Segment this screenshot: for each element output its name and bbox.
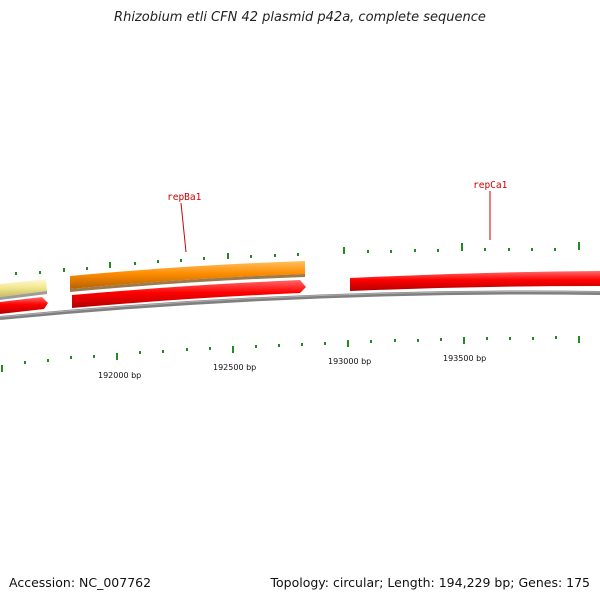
cds-red-left[interactable]	[0, 297, 48, 314]
scale-label-193500: 193500 bp	[443, 354, 486, 363]
accession-text: Accession: NC_007762	[9, 575, 152, 590]
topology-text: Topology: circular; Length: 194,229 bp; …	[270, 575, 591, 590]
scale-label-193000: 193000 bp	[328, 357, 371, 366]
gene-label-repCa1[interactable]: repCa1	[473, 180, 508, 191]
sequence-backbone-highlight	[0, 291, 600, 318]
repBa1-leader-line	[180, 202, 187, 253]
cds-pale-shadow	[0, 291, 47, 300]
cds-repBa1[interactable]	[70, 261, 305, 289]
cds-red-middle[interactable]	[72, 280, 306, 308]
scale-label-192000: 192000 bp	[98, 371, 141, 380]
gene-label-repBa1[interactable]: repBa1	[167, 192, 202, 203]
cds-repBa1-shadow	[70, 274, 305, 292]
scale-label-192500: 192500 bp	[213, 363, 256, 372]
map-title: Rhizobium etli CFN 42 plasmid p42a, comp…	[114, 10, 486, 25]
sequence-backbone	[0, 290, 600, 320]
lower-tick-row	[1, 336, 580, 372]
upper-tick-row	[15, 242, 580, 275]
cds-repCa1[interactable]	[350, 271, 600, 291]
